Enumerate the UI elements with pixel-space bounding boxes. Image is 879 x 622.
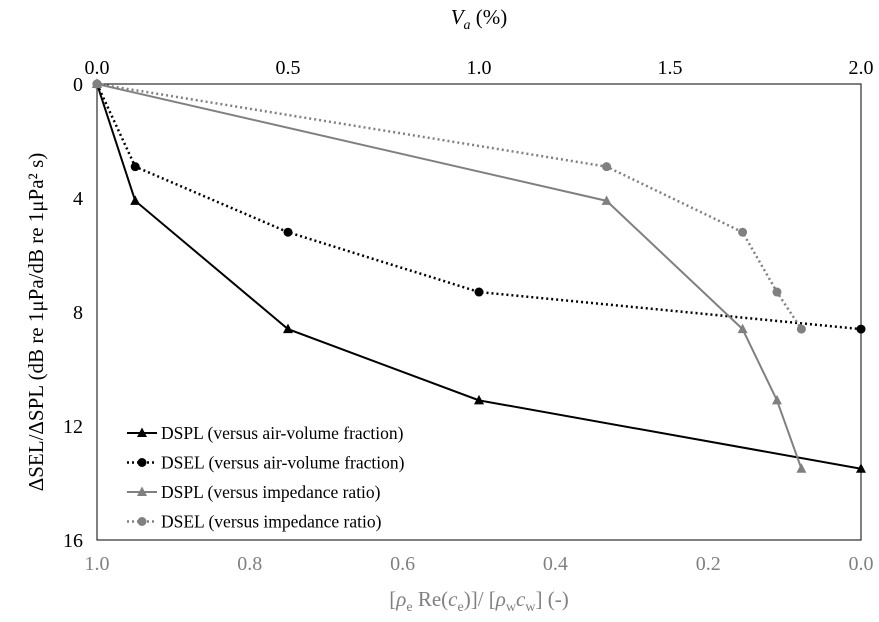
series-3 (92, 78, 807, 473)
legend-label: DSPL (versus impedance ratio) (161, 482, 381, 502)
top-tick-label: 1.0 (467, 57, 492, 79)
data-point (92, 79, 102, 89)
data-point (283, 323, 293, 334)
legend-label: DSEL (versus impedance ratio) (161, 512, 382, 532)
top-axis-title: Va (%) (451, 5, 508, 33)
data-point (738, 227, 748, 237)
y-tick-label: 12 (63, 416, 83, 438)
data-point (602, 162, 612, 172)
data-point (601, 195, 612, 205)
legend-marker (137, 458, 147, 467)
data-point (130, 195, 141, 205)
series-line (95, 83, 862, 331)
data-point (283, 227, 293, 237)
series-4 (92, 79, 806, 334)
bottom-tick-label: 0.0 (849, 553, 874, 575)
data-point (796, 324, 806, 334)
data-point (737, 323, 748, 334)
tick-labels: 0 4 8 12 16 0.0 0.5 1.0 1.5 2.0 1.0 0.8 0.6 0.4 0.2 0.0 (63, 57, 874, 575)
top-tick-label: 1.5 (658, 57, 683, 79)
legend-marker (137, 486, 147, 496)
y-tick-label: 4 (73, 188, 83, 210)
legend-item: DSPL (versus impedance ratio) (127, 482, 381, 502)
data-point (474, 394, 484, 405)
data-point (856, 463, 866, 473)
y-tick-label: 8 (73, 302, 83, 324)
legend-marker (137, 517, 147, 526)
data-point (474, 287, 484, 297)
data-point (130, 162, 140, 172)
bottom-tick-label: 0.4 (543, 553, 568, 575)
axis-titles: Va (%) [ρe Re(ce)]/ [ρwcw] (-) ΔSEL/ΔSPL (… (24, 5, 569, 615)
series-line (96, 82, 803, 330)
y-tick-label: 16 (63, 530, 83, 552)
legend-marker (137, 427, 147, 437)
data-point (796, 463, 807, 473)
top-tick-label: 2.0 (849, 57, 874, 79)
data-point (771, 394, 782, 405)
y-axis-title: ΔSEL/ΔSPL (dB re 1μPa/dB re 1μPa² s) (24, 153, 48, 492)
bottom-tick-label: 0.2 (696, 553, 721, 575)
legend-item: DSEL (versus air-volume fraction) (127, 453, 405, 473)
y-tick-label: 0 (73, 74, 83, 96)
legend-label: DSPL (versus air-volume fraction) (161, 423, 404, 443)
plot-area (96, 83, 862, 541)
legend-label: DSEL (versus air-volume fraction) (161, 453, 405, 473)
bottom-tick-label: 1.0 (85, 553, 110, 575)
data-point (772, 287, 782, 297)
top-tick-label: 0.5 (276, 57, 301, 79)
bottom-tick-label: 0.6 (390, 553, 415, 575)
bottom-axis-title: [ρe Re(ce)]/ [ρwcw] (-) (389, 587, 568, 615)
data-point (856, 324, 866, 334)
legend-item: DSPL (versus air-volume fraction) (127, 423, 404, 443)
series-layer (92, 78, 866, 473)
bottom-tick-label: 0.8 (237, 553, 262, 575)
top-tick-label: 0.0 (85, 57, 110, 79)
legend: DSPL (versus air-volume fraction) DSEL (v… (127, 423, 405, 532)
legend-item: DSEL (versus impedance ratio) (127, 512, 382, 532)
